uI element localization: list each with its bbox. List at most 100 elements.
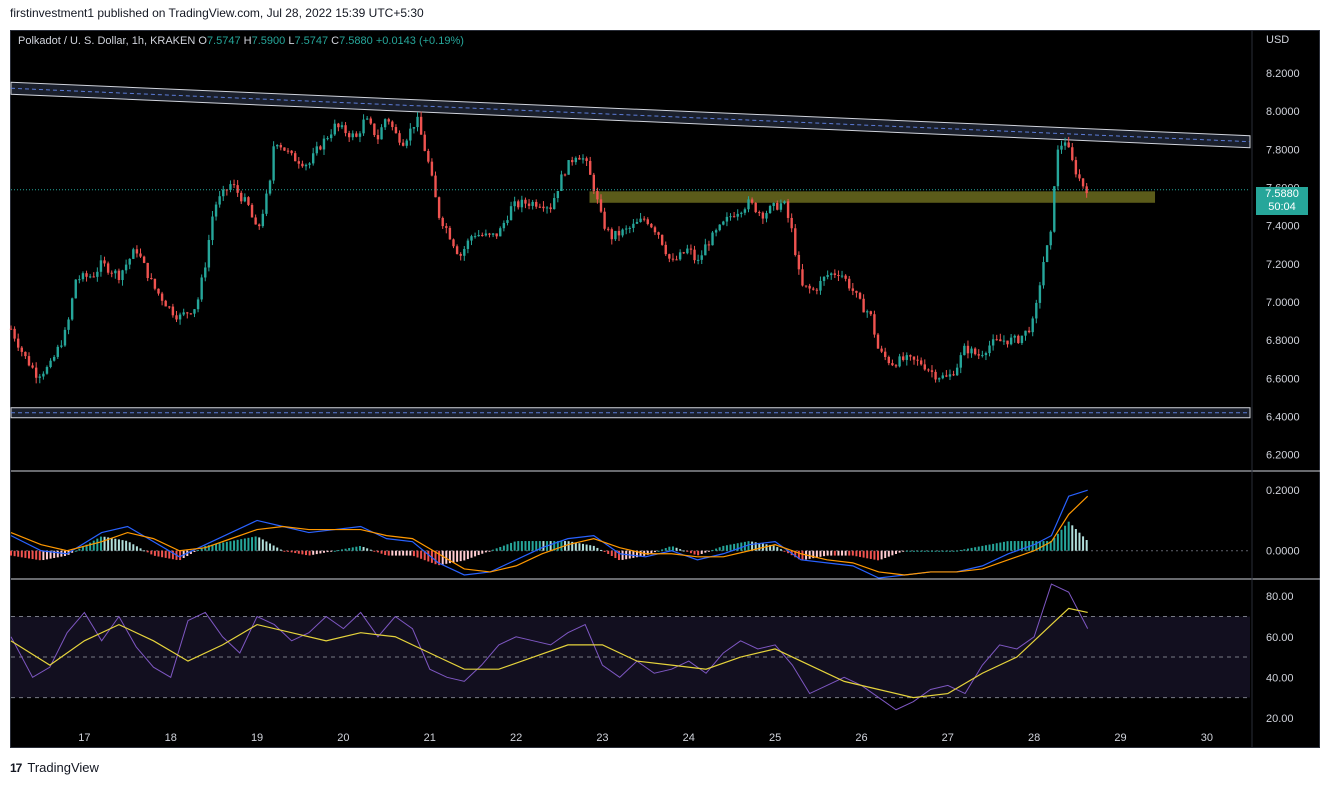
candle-body (736, 213, 739, 217)
macd-hist-bar (1031, 541, 1034, 551)
macd-hist-bar (362, 546, 365, 551)
candle-body (560, 174, 563, 192)
macd-hist-bar (373, 550, 376, 552)
candle-body (466, 240, 470, 249)
macd-hist-bar (585, 544, 588, 551)
candle-body (955, 367, 959, 376)
macd-hist-bar (844, 550, 847, 556)
candle-body (585, 158, 588, 161)
candle-body (355, 133, 358, 137)
candle-body (934, 371, 937, 380)
macd-hist-bar (132, 544, 135, 551)
macd-hist-bar (607, 550, 610, 554)
macd-hist-bar (930, 550, 933, 552)
candle-body (49, 360, 52, 367)
candle-body (747, 199, 750, 210)
macd-hist-bar (808, 550, 811, 559)
macd-hist-bar (168, 550, 171, 559)
candle-body (502, 222, 506, 229)
candle-body (988, 345, 991, 354)
candle-body (448, 227, 452, 240)
macd-hist-bar (895, 550, 897, 554)
candle-body (412, 127, 416, 129)
candle-body (981, 355, 984, 357)
candle-body (110, 272, 113, 274)
macd-hist-bar (81, 546, 84, 551)
candle-body (664, 244, 667, 255)
currency-label[interactable]: USD (1266, 34, 1290, 46)
candle-body (1006, 340, 1009, 345)
candle-body (419, 116, 423, 135)
macd-hist-bar (956, 550, 959, 552)
macd-hist-bar (139, 548, 142, 551)
macd-hist-bar (200, 547, 203, 551)
macd-hist-bar (905, 550, 908, 552)
macd-hist-bar (107, 537, 110, 551)
candle-body (851, 288, 855, 291)
macd-hist-bar (463, 550, 466, 561)
macd-hist-bar (689, 550, 692, 554)
candle-body (578, 157, 581, 160)
candle-body (186, 312, 189, 314)
macd-hist-bar (1035, 541, 1038, 551)
macd-hist-bar (538, 541, 541, 551)
candle-body (894, 365, 898, 367)
macd-hist-bar (639, 550, 642, 557)
macd-hist-bar (20, 550, 23, 558)
macd-hist-bar (869, 550, 872, 559)
candle-body (347, 133, 351, 138)
candle-body (833, 273, 837, 275)
macd-hist-bar (661, 549, 664, 551)
candle-body (1002, 340, 1006, 342)
macd-hist-bar (161, 550, 164, 558)
candle-body (376, 135, 380, 140)
candle-body (535, 201, 538, 207)
candle-body (121, 270, 124, 281)
macd-hist-bar (887, 550, 890, 557)
time-tick-label: 24 (683, 732, 695, 744)
candle-body (153, 278, 157, 289)
macd-hist-bar (103, 536, 106, 551)
high-value: 7.5900 (251, 35, 286, 47)
candle-body (81, 273, 85, 280)
macd-hist-bar (862, 550, 865, 558)
macd-hist-bar (909, 550, 912, 552)
macd-hist-bar (215, 543, 218, 551)
candle-body (9, 328, 13, 330)
candle-body (398, 133, 401, 143)
macd-hist-bar (769, 544, 772, 551)
macd-hist-bar (1060, 529, 1063, 551)
brand-footer[interactable]: 17 TradingView (10, 760, 99, 775)
candle-body (1063, 142, 1067, 146)
candle-body (696, 259, 700, 261)
macd-hist-bar (653, 550, 656, 553)
candle-body (394, 127, 398, 134)
macd-hist-bar (797, 550, 800, 560)
rsi-tick-label: 20.00 (1266, 713, 1294, 725)
macd-hist-bar (819, 550, 822, 557)
candle-body (1031, 318, 1034, 333)
candle-body (135, 249, 139, 254)
candle-body (304, 164, 308, 167)
candle-body (901, 356, 905, 360)
macd-hist-bar (851, 550, 854, 556)
macd-hist-bar (517, 541, 520, 551)
candle-body (1042, 262, 1045, 286)
candle-body (329, 134, 333, 139)
macd-hist-bar (287, 550, 290, 552)
macd-hist-bar (337, 550, 340, 552)
candle-body (642, 218, 646, 220)
candle-body (236, 185, 239, 193)
macd-hist-bar (927, 550, 930, 552)
macd-hist-bar (272, 545, 275, 551)
candle-body (261, 213, 265, 227)
macd-hist-bar (114, 538, 117, 551)
macd-hist-bar (679, 549, 682, 551)
macd-hist-bar (128, 542, 131, 551)
candle-body (383, 119, 387, 128)
macd-hist-bar (261, 539, 264, 551)
candle-body (437, 197, 441, 218)
candle-body (42, 373, 45, 377)
macd-hist-bar (999, 542, 1002, 551)
